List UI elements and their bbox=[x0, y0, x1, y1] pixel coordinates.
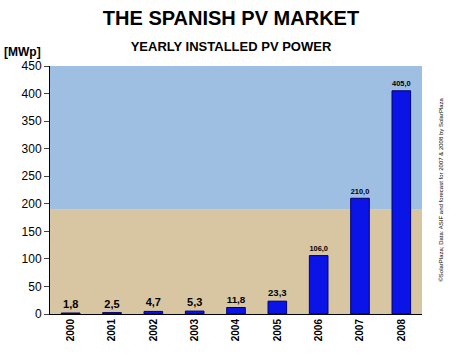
svg-text:2005: 2005 bbox=[272, 319, 283, 342]
svg-text:5,3: 5,3 bbox=[187, 296, 202, 308]
svg-text:2008: 2008 bbox=[396, 319, 407, 342]
svg-text:2006: 2006 bbox=[313, 319, 324, 342]
svg-text:23,3: 23,3 bbox=[268, 287, 287, 298]
svg-text:2007: 2007 bbox=[354, 319, 365, 342]
svg-text:1,8: 1,8 bbox=[63, 298, 78, 310]
svg-text:©SolarPlaza; Data: ASIF and fo: ©SolarPlaza; Data: ASIF and forecast for… bbox=[438, 97, 444, 281]
svg-text:[MWp]: [MWp] bbox=[4, 45, 41, 59]
svg-text:2003: 2003 bbox=[189, 319, 200, 342]
svg-text:0: 0 bbox=[35, 307, 42, 321]
svg-text:210,0: 210,0 bbox=[351, 187, 370, 196]
svg-text:2002: 2002 bbox=[148, 319, 159, 342]
svg-text:300: 300 bbox=[22, 142, 42, 156]
svg-text:106,0: 106,0 bbox=[309, 244, 328, 253]
svg-text:450: 450 bbox=[22, 59, 42, 73]
svg-text:11,8: 11,8 bbox=[227, 294, 246, 305]
svg-text:350: 350 bbox=[22, 114, 42, 128]
svg-text:2000: 2000 bbox=[65, 319, 76, 342]
svg-text:2,5: 2,5 bbox=[104, 298, 119, 310]
svg-text:50: 50 bbox=[28, 280, 42, 294]
svg-text:400: 400 bbox=[22, 87, 42, 101]
svg-text:2001: 2001 bbox=[106, 319, 117, 342]
svg-text:THE SPANISH PV MARKETYEARLY IN: THE SPANISH PV MARKETYEARLY INSTALLED PV… bbox=[103, 7, 359, 54]
svg-text:200: 200 bbox=[22, 197, 42, 211]
svg-text:2004: 2004 bbox=[230, 319, 241, 342]
svg-text:100: 100 bbox=[22, 252, 42, 266]
svg-text:250: 250 bbox=[22, 169, 42, 183]
svg-text:150: 150 bbox=[22, 225, 42, 239]
svg-text:4,7: 4,7 bbox=[146, 296, 161, 308]
svg-text:405,0: 405,0 bbox=[392, 79, 411, 88]
